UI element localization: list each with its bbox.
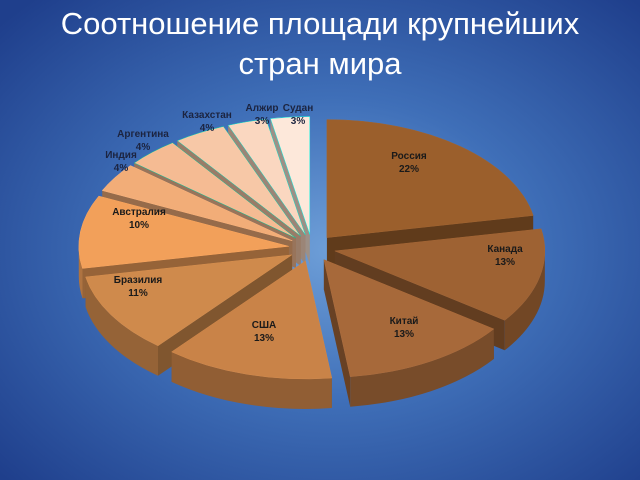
- slice-rim: [171, 351, 332, 409]
- slice-7: [133, 142, 297, 239]
- slice-label-value: 4%: [136, 142, 151, 153]
- slice-rim: [350, 328, 494, 407]
- slice-label-name: Алжир: [246, 103, 279, 114]
- chart-title-line-1: Соотношение площади крупнейших: [60, 6, 580, 41]
- slice-label-value: 13%: [495, 257, 515, 268]
- slice-label-value: 10%: [129, 220, 149, 231]
- slice-label-name: США: [252, 320, 277, 331]
- slice-1: [334, 228, 546, 321]
- slice-label-value: 22%: [399, 164, 419, 175]
- slice-label-value: 4%: [114, 163, 129, 174]
- slice-2: [323, 259, 495, 377]
- slice-tops: [78, 116, 546, 380]
- slice-label-value: 4%: [200, 123, 215, 134]
- data-labels: Россия 22% Канада 13% Китай 13% США 13% Бразилия…: [105, 103, 523, 344]
- slice-6: [101, 165, 293, 242]
- slice-9: [227, 118, 306, 236]
- slice-5: [78, 195, 289, 269]
- slice-4: [85, 254, 292, 347]
- slice-label-name: Китай: [390, 316, 419, 327]
- slice-label-name: Судан: [283, 103, 313, 114]
- slice-label-name: Россия: [391, 151, 427, 162]
- slice-3: [171, 260, 333, 380]
- slice-8: [176, 126, 301, 237]
- slice-label-name: Австралия: [112, 207, 166, 218]
- slice-label-name: Казахстан: [182, 110, 232, 121]
- slice-label-name: Канада: [487, 244, 523, 255]
- slice-label-value: 3%: [291, 116, 306, 127]
- chart-title: Соотношение площади крупнейших стран мир…: [0, 4, 640, 84]
- slice-label-name: Бразилия: [114, 275, 163, 286]
- slice-wall: [323, 259, 351, 407]
- slice-0: [326, 119, 534, 238]
- slice-10: [270, 116, 311, 235]
- slice-rim: [85, 276, 158, 376]
- slice-rim: [78, 246, 83, 299]
- chart-title-line-2: стран мира: [238, 46, 402, 81]
- slice-rim: [504, 250, 545, 351]
- slice-label-value: 3%: [255, 116, 270, 127]
- slice-label-name: Индия: [105, 150, 137, 161]
- slice-label-value: 13%: [254, 333, 274, 344]
- slice-label-value: 13%: [394, 329, 414, 340]
- slice-label-value: 11%: [128, 288, 148, 299]
- slice-label-name: Аргентина: [117, 129, 169, 140]
